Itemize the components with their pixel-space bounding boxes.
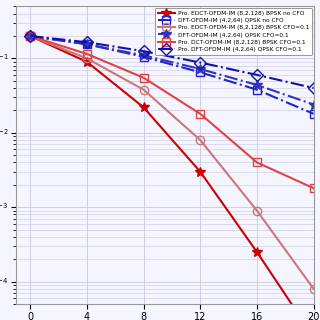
Pro. EDCT-OFDM-IM (8,2,128) BPSK CFO=0.1 bbox=[85, 57, 89, 60]
Pro. DFT-OFDM-IM (4,2,64) QPSK CFO=0.1 bbox=[255, 73, 259, 77]
Pro. DFT-OFDM-IM (4,2,64) QPSK CFO=0.1 bbox=[312, 86, 316, 90]
DFT-OFDM-IM (4,2,64) QPSK no CFO bbox=[28, 34, 32, 38]
DFT-OFDM-IM (4,2,64) QPSK no CFO bbox=[255, 88, 259, 92]
Pro. DFT-OFDM-IM (4,2,64) QPSK CFO=0.1 bbox=[85, 40, 89, 44]
Pro. DFT-OFDM-IM (4,2,64) QPSK CFO=0.1 bbox=[142, 49, 146, 53]
Pro. EDCT-OFDM-IM (8,2,128) BPSK CFO=0.1 bbox=[312, 287, 316, 291]
Pro. DFT-OFDM-IM (4,2,64) QPSK CFO=0.1 bbox=[198, 60, 202, 64]
DFT-OFDM-IM (4,2,64) QPSK CFO=0.1 bbox=[28, 34, 32, 38]
Pro. EDCT-OFDM-IM (8,2,128) BPSK CFO=0.1 bbox=[198, 138, 202, 142]
Pro. DCT-OFDM-IM (8,2,128) BPSK CFO=0.1 bbox=[142, 76, 146, 80]
Pro. DCT-OFDM-IM (8,2,128) BPSK CFO=0.1 bbox=[28, 34, 32, 38]
Pro. EDCT-OFDM-IM (8,2,128) BPSK CFO=0.1 bbox=[255, 209, 259, 212]
DFT-OFDM-IM (4,2,64) QPSK CFO=0.1 bbox=[142, 53, 146, 57]
Pro. EDCT-OFDM-IM (8,2,128) BPSK no CFO bbox=[142, 105, 146, 109]
Pro. DCT-OFDM-IM (8,2,128) BPSK CFO=0.1 bbox=[198, 112, 202, 116]
DFT-OFDM-IM (4,2,64) QPSK CFO=0.1 bbox=[312, 103, 316, 107]
Pro. EDCT-OFDM-IM (8,2,128) BPSK no CFO bbox=[198, 170, 202, 174]
Pro. DCT-OFDM-IM (8,2,128) BPSK CFO=0.1 bbox=[312, 186, 316, 190]
Line: Pro. DFT-OFDM-IM (4,2,64) QPSK CFO=0.1: Pro. DFT-OFDM-IM (4,2,64) QPSK CFO=0.1 bbox=[26, 32, 318, 92]
DFT-OFDM-IM (4,2,64) QPSK no CFO bbox=[142, 55, 146, 59]
Pro. EDCT-OFDM-IM (8,2,128) BPSK no CFO bbox=[255, 250, 259, 254]
DFT-OFDM-IM (4,2,64) QPSK CFO=0.1 bbox=[255, 83, 259, 87]
DFT-OFDM-IM (4,2,64) QPSK CFO=0.1 bbox=[198, 67, 202, 71]
DFT-OFDM-IM (4,2,64) QPSK no CFO bbox=[198, 70, 202, 74]
Line: Pro. DCT-OFDM-IM (8,2,128) BPSK CFO=0.1: Pro. DCT-OFDM-IM (8,2,128) BPSK CFO=0.1 bbox=[26, 32, 318, 192]
DFT-OFDM-IM (4,2,64) QPSK no CFO bbox=[312, 112, 316, 116]
Line: DFT-OFDM-IM (4,2,64) QPSK CFO=0.1: DFT-OFDM-IM (4,2,64) QPSK CFO=0.1 bbox=[25, 31, 318, 109]
Pro. EDCT-OFDM-IM (8,2,128) BPSK CFO=0.1 bbox=[142, 88, 146, 92]
Pro. EDCT-OFDM-IM (8,2,128) BPSK CFO=0.1 bbox=[28, 34, 32, 38]
Pro. EDCT-OFDM-IM (8,2,128) BPSK no CFO bbox=[85, 60, 89, 64]
Legend: Pro. EDCT-OFDM-IM (8,2,128) BPSK no CFO, DFT-OFDM-IM (4,2,64) QPSK no CFO, Pro. : Pro. EDCT-OFDM-IM (8,2,128) BPSK no CFO,… bbox=[155, 8, 312, 55]
Pro. DCT-OFDM-IM (8,2,128) BPSK CFO=0.1 bbox=[255, 161, 259, 164]
Line: DFT-OFDM-IM (4,2,64) QPSK no CFO: DFT-OFDM-IM (4,2,64) QPSK no CFO bbox=[26, 32, 318, 118]
Line: Pro. EDCT-OFDM-IM (8,2,128) BPSK CFO=0.1: Pro. EDCT-OFDM-IM (8,2,128) BPSK CFO=0.1 bbox=[26, 32, 318, 293]
DFT-OFDM-IM (4,2,64) QPSK no CFO bbox=[85, 42, 89, 46]
Pro. EDCT-OFDM-IM (8,2,128) BPSK no CFO bbox=[28, 34, 32, 38]
Pro. DCT-OFDM-IM (8,2,128) BPSK CFO=0.1 bbox=[85, 52, 89, 56]
DFT-OFDM-IM (4,2,64) QPSK CFO=0.1 bbox=[85, 42, 89, 46]
Pro. DFT-OFDM-IM (4,2,64) QPSK CFO=0.1 bbox=[28, 34, 32, 38]
Line: Pro. EDCT-OFDM-IM (8,2,128) BPSK no CFO: Pro. EDCT-OFDM-IM (8,2,128) BPSK no CFO bbox=[25, 31, 318, 320]
